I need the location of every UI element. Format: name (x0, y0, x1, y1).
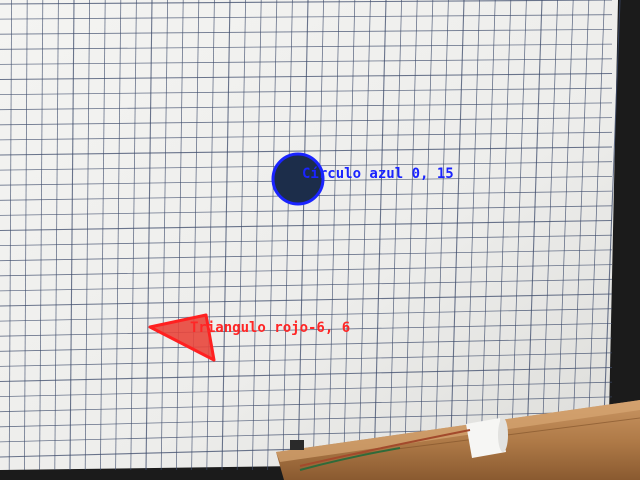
grid-line-horizontal (0, 411, 613, 428)
grid-line-vertical (419, 0, 434, 471)
red-triangle-outline (148, 313, 216, 362)
grid-line-vertical (8, 0, 12, 471)
grid-line-vertical (480, 0, 496, 471)
green-wire (299, 447, 401, 471)
grid-line-horizontal (0, 264, 613, 277)
blue-circle-detection (271, 152, 325, 206)
wire (299, 429, 471, 467)
grid-line-horizontal (0, 58, 613, 65)
grid-line-vertical (282, 0, 293, 471)
grid-line-vertical (571, 0, 590, 471)
grid-line-horizontal (0, 14, 613, 20)
grid-line-horizontal (0, 87, 613, 95)
grid-line-horizontal (0, 43, 613, 50)
grid-line-horizontal (0, 323, 613, 337)
grid-line-horizontal (0, 131, 613, 141)
grid-line-horizontal (0, 219, 613, 232)
grid-line-vertical (540, 0, 558, 471)
red-triangle (150, 315, 214, 360)
grid-line-vertical (236, 0, 246, 471)
grid-line-horizontal (0, 205, 613, 216)
grid-line-horizontal (0, 352, 613, 367)
grid-lines (0, 0, 621, 471)
grid-line-horizontal (0, 102, 613, 111)
grid-line-horizontal (0, 293, 613, 307)
grid-line-horizontal (0, 249, 613, 262)
grid-line-vertical (449, 0, 465, 471)
grid-line-horizontal (0, 146, 613, 156)
connector (290, 440, 304, 450)
grid-line-horizontal (0, 337, 613, 352)
grid-line-horizontal (0, 396, 613, 413)
blue-circle-outline (271, 152, 325, 206)
grid-line-vertical (343, 0, 356, 471)
grid-line-horizontal (0, 29, 613, 35)
grid-line-horizontal (0, 381, 613, 397)
grid-line-vertical (404, 0, 418, 471)
grid-line-horizontal (0, 0, 613, 5)
grid-line-vertical (388, 0, 402, 471)
grid-line-horizontal (0, 117, 613, 126)
grid-line-horizontal (0, 72, 613, 81)
grid-line-horizontal (0, 278, 613, 292)
grid-line-horizontal (0, 308, 613, 322)
grid-line-vertical (328, 0, 340, 471)
grid-line-vertical (24, 0, 28, 471)
grid-line-vertical (525, 0, 543, 471)
red-triangle-detection (148, 313, 216, 362)
grid-line-vertical (267, 0, 278, 471)
grid-line-vertical (297, 0, 309, 471)
grid-line-horizontal (0, 234, 613, 246)
grid-line-vertical (312, 0, 324, 471)
grid-line-vertical (464, 0, 480, 471)
circle-detection-label: Círculo azul 0, 15 (302, 166, 454, 182)
grid-line-vertical (39, 0, 44, 471)
grid-line-vertical (252, 0, 262, 471)
grid-line-vertical (358, 0, 371, 471)
grid-line-vertical (54, 0, 59, 471)
grid-line-vertical (495, 0, 512, 471)
white-tube (466, 418, 508, 458)
graph-paper (0, 0, 618, 470)
grid-line-vertical (586, 0, 605, 471)
blue-circle (274, 155, 322, 203)
grid-line-vertical (373, 0, 387, 471)
grid-line-vertical (434, 0, 449, 471)
grid-line-horizontal (0, 366, 613, 383)
grid-line-vertical (556, 0, 574, 471)
grid-line-vertical (510, 0, 527, 471)
grid-line-vertical (176, 0, 184, 471)
triangle-detection-label: Triangulo rojo-6, 6 (190, 320, 351, 336)
